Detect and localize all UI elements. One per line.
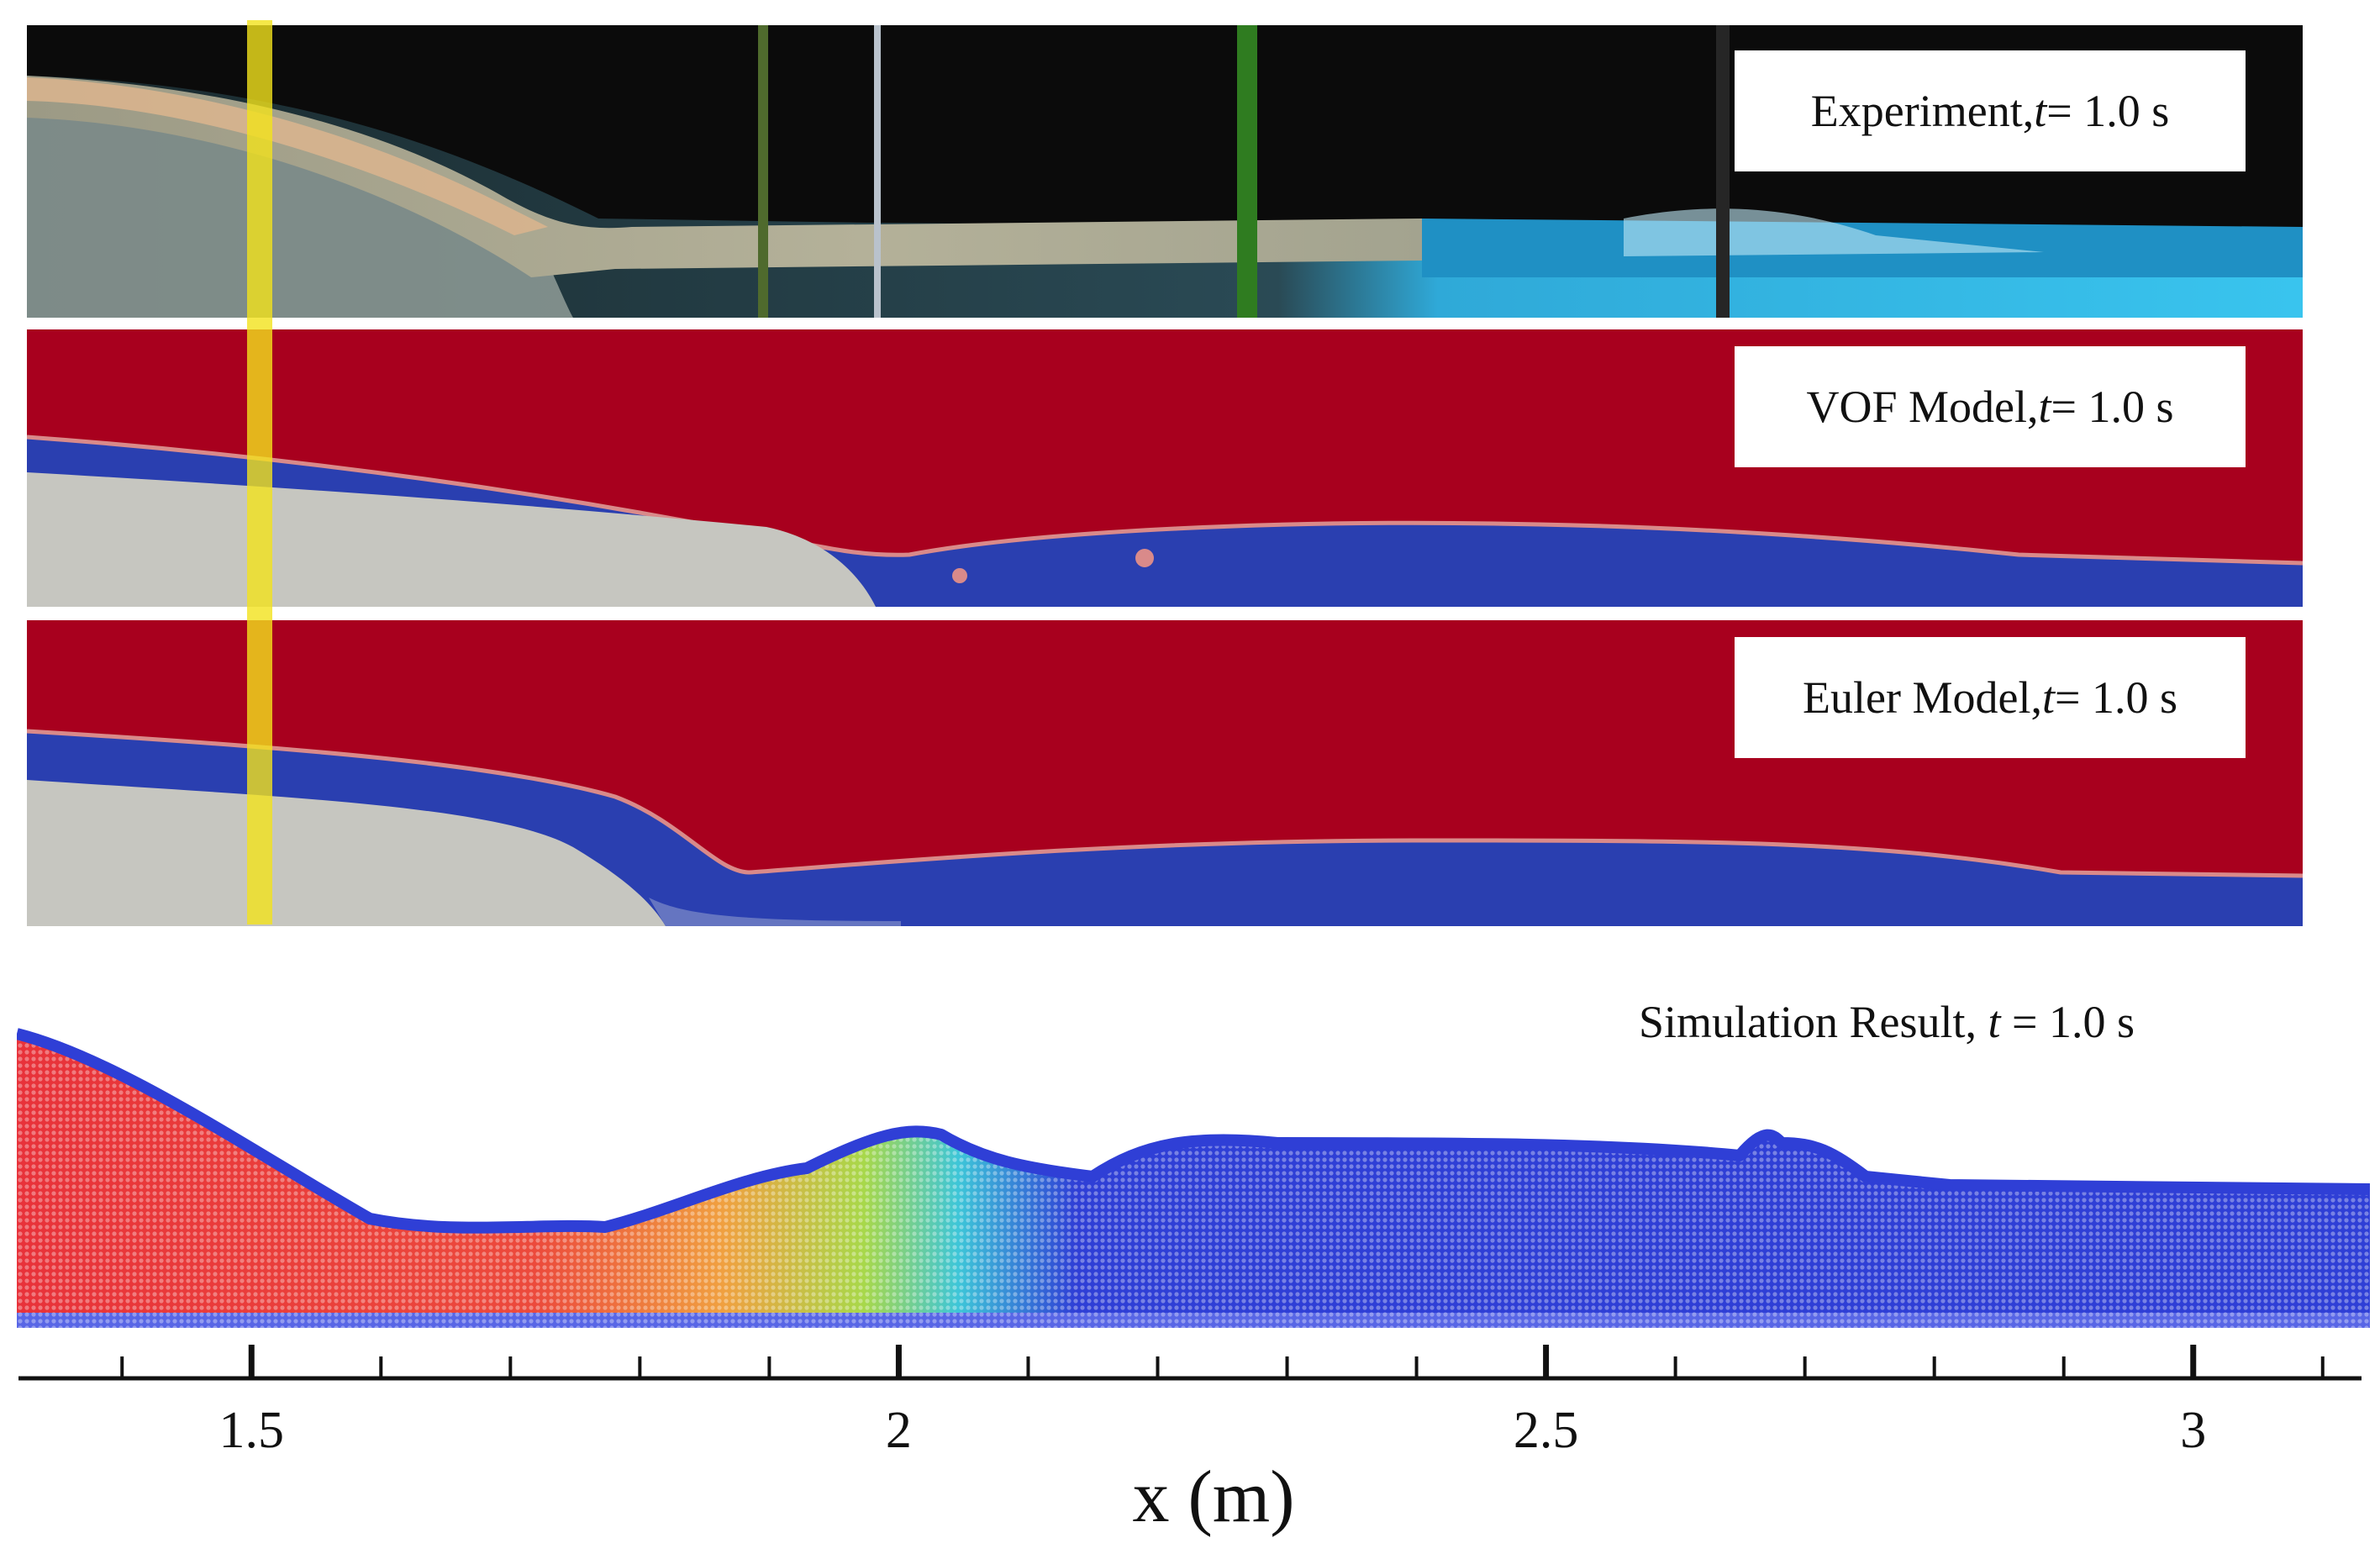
vof-panel: VOF Model, t = 1.0 s	[27, 329, 2303, 607]
euler-label-var: t	[2041, 672, 2055, 723]
simulation-label-text: Simulation Result,	[1639, 997, 1988, 1047]
x-tick-label: 2.5	[1514, 1402, 1579, 1459]
simulation-label-rest: = 1.0 s	[2000, 997, 2135, 1047]
simulation-label-var: t	[1988, 997, 2001, 1047]
x-tick-label: 3	[2180, 1402, 2206, 1459]
vof-label-var: t	[2038, 382, 2051, 432]
x-axis: 1.5 2 2.5 3 x (m)	[18, 1345, 2362, 1538]
x-axis-title: x (m)	[1132, 1456, 1294, 1538]
x-tick-label: 2	[886, 1402, 912, 1459]
experiment-label-rest: = 1.0 s	[2046, 86, 2170, 136]
vof-label-text: VOF Model,	[1806, 382, 2039, 432]
vof-label-rest: = 1.0 s	[2051, 382, 2174, 432]
experiment-label: Experiment, t = 1.0 s	[1735, 50, 2246, 171]
vof-label: VOF Model, t = 1.0 s	[1735, 346, 2246, 467]
experiment-label-text: Experiment,	[1810, 86, 2035, 136]
euler-label-rest: = 1.0 s	[2054, 672, 2177, 723]
euler-label-text: Euler Model,	[1803, 672, 2042, 723]
euler-label: Euler Model, t = 1.0 s	[1735, 637, 2246, 758]
x-tick-label: 1.5	[219, 1402, 285, 1459]
experiment-label-var: t	[2034, 86, 2047, 136]
reference-marker	[247, 20, 272, 924]
simulation-panel	[17, 1009, 2370, 1336]
experiment-panel: Experiment, t = 1.0 s	[27, 25, 2303, 318]
euler-panel: Euler Model, t = 1.0 s	[27, 620, 2303, 926]
simulation-label: Simulation Result, t = 1.0 s	[1639, 996, 2135, 1048]
particle-field	[17, 1028, 2370, 1328]
